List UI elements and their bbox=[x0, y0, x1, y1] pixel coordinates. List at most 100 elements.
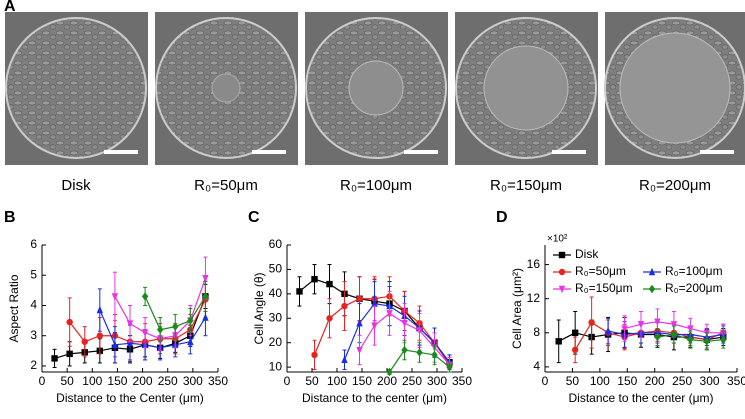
marker bbox=[648, 267, 656, 276]
marker bbox=[341, 355, 348, 363]
image-label: R₀=200μm bbox=[639, 177, 711, 194]
marker bbox=[296, 288, 303, 295]
series-line bbox=[607, 330, 724, 338]
marker bbox=[311, 275, 318, 283]
panel-label: D bbox=[496, 209, 508, 226]
image-r100 bbox=[305, 12, 448, 165]
marker bbox=[172, 322, 179, 331]
marker bbox=[558, 285, 566, 294]
marker bbox=[356, 346, 363, 355]
marker bbox=[187, 316, 194, 325]
x-tick-label: 350 bbox=[452, 374, 472, 388]
marker bbox=[654, 332, 661, 342]
marker bbox=[202, 292, 209, 301]
y-tick-label: 5 bbox=[30, 267, 37, 281]
x-tick-label: 100 bbox=[590, 374, 610, 388]
legend-label: R₀=150μm bbox=[575, 281, 633, 295]
marker bbox=[141, 329, 149, 337]
marker bbox=[571, 346, 579, 354]
marker bbox=[187, 337, 194, 345]
image-label: R₀=100μm bbox=[340, 177, 412, 194]
legend-label: R₀=100μm bbox=[665, 264, 723, 278]
y-axis-label: Aspect Ratio bbox=[7, 274, 21, 342]
x-tick-label: 300 bbox=[700, 374, 720, 388]
marker bbox=[446, 362, 453, 372]
marker bbox=[670, 321, 678, 329]
y-tick-label: 6 bbox=[30, 237, 37, 251]
marker bbox=[416, 348, 423, 357]
marker bbox=[670, 330, 678, 339]
panel-label: B bbox=[4, 209, 16, 226]
x-tick-label: 0 bbox=[542, 374, 549, 388]
x-tick-label: 150 bbox=[352, 374, 372, 388]
image-label: R₀=150μm bbox=[490, 177, 562, 194]
x-tick-label: 250 bbox=[158, 374, 178, 388]
marker bbox=[326, 315, 333, 322]
y-tick-label: 40 bbox=[269, 286, 283, 300]
axis-multiplier: ×10² bbox=[547, 234, 568, 245]
marker bbox=[386, 367, 393, 377]
y-tick-label: 8 bbox=[533, 325, 540, 339]
marker bbox=[371, 299, 378, 307]
x-axis-label: Distance to the center (μm) bbox=[569, 391, 714, 405]
marker bbox=[558, 268, 566, 276]
y-tick-label: 60 bbox=[269, 237, 283, 251]
marker bbox=[66, 350, 73, 358]
series-line bbox=[574, 321, 724, 351]
marker bbox=[326, 280, 333, 288]
marker bbox=[555, 338, 562, 345]
x-tick-label: 0 bbox=[39, 374, 46, 388]
image-r150 bbox=[455, 12, 598, 165]
marker bbox=[604, 326, 612, 335]
marker bbox=[126, 339, 134, 347]
x-tick-label: 350 bbox=[727, 374, 745, 388]
y-tick-label: 20 bbox=[269, 335, 283, 349]
image-label: R₀=50μm bbox=[194, 177, 258, 194]
x-tick-label: 100 bbox=[327, 374, 347, 388]
marker bbox=[81, 338, 88, 345]
marker bbox=[141, 292, 149, 301]
x-tick-label: 100 bbox=[82, 374, 102, 388]
x-tick-label: 200 bbox=[133, 374, 153, 388]
y-tick-label: 16 bbox=[527, 257, 541, 271]
y-tick-label: 3 bbox=[30, 328, 37, 342]
y-axis-label: Cell Angle (θ) bbox=[252, 272, 266, 344]
series-line bbox=[343, 302, 450, 363]
y-axis-label: Cell Area (μm²) bbox=[510, 268, 524, 349]
marker bbox=[156, 325, 164, 334]
marker bbox=[66, 318, 73, 326]
x-axis-label: Distance to the Center (μm) bbox=[56, 391, 204, 405]
x-tick-label: 200 bbox=[645, 374, 665, 388]
y-tick-label: 4 bbox=[533, 359, 540, 373]
marker bbox=[401, 319, 408, 328]
marker bbox=[687, 325, 694, 333]
x-tick-label: 250 bbox=[672, 374, 692, 388]
marker bbox=[51, 355, 58, 362]
marker bbox=[371, 322, 378, 330]
marker bbox=[588, 319, 595, 326]
marker bbox=[202, 275, 209, 283]
legend-label: Disk bbox=[575, 247, 599, 261]
image-r200 bbox=[604, 12, 745, 165]
marker bbox=[341, 302, 348, 310]
x-tick-label: 350 bbox=[208, 374, 228, 388]
marker bbox=[111, 340, 119, 348]
x-tick-label: 150 bbox=[107, 374, 127, 388]
image-disk bbox=[5, 12, 148, 165]
marker bbox=[356, 295, 363, 302]
marker bbox=[386, 310, 393, 318]
x-tick-label: 0 bbox=[284, 374, 291, 388]
y-tick-label: 30 bbox=[269, 310, 283, 324]
marker bbox=[654, 318, 661, 326]
marker bbox=[126, 320, 134, 328]
marker bbox=[571, 329, 579, 336]
x-tick-label: 300 bbox=[183, 374, 203, 388]
image-label: Disk bbox=[61, 177, 91, 194]
y-tick-label: 4 bbox=[30, 298, 37, 312]
marker bbox=[311, 351, 318, 359]
y-tick-label: 10 bbox=[269, 359, 283, 373]
legend-label: R₀=50μm bbox=[575, 264, 626, 278]
marker bbox=[96, 332, 104, 339]
marker bbox=[720, 335, 727, 344]
marker bbox=[416, 327, 423, 335]
